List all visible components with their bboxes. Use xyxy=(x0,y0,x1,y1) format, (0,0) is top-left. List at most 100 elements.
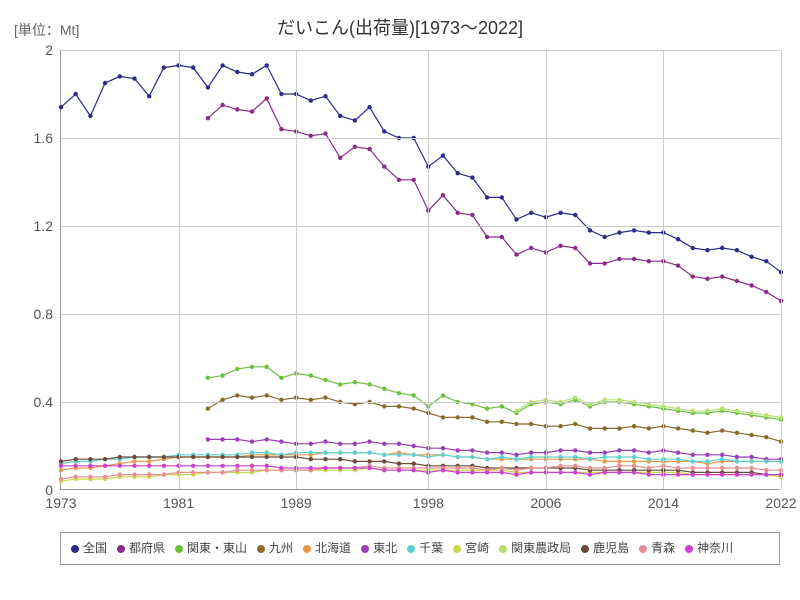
series-marker xyxy=(764,468,768,472)
series-marker xyxy=(59,468,63,472)
legend-marker-icon xyxy=(257,545,265,553)
series-marker xyxy=(500,470,504,474)
series-marker xyxy=(470,213,474,217)
series-marker xyxy=(382,129,386,133)
grid-line-vertical xyxy=(781,50,782,489)
series-marker xyxy=(250,365,254,369)
series-marker xyxy=(632,464,636,468)
series-marker xyxy=(647,457,651,461)
series-marker xyxy=(441,193,445,197)
series-marker xyxy=(691,472,695,476)
series-marker xyxy=(118,464,122,468)
series-marker xyxy=(309,442,313,446)
x-tick-label: 1981 xyxy=(163,495,194,511)
series-marker xyxy=(397,391,401,395)
legend-item: 鹿児島 xyxy=(581,539,629,558)
series-marker xyxy=(397,404,401,408)
series-marker xyxy=(412,444,416,448)
series-line xyxy=(61,65,781,272)
series-marker xyxy=(191,455,195,459)
series-marker xyxy=(691,453,695,457)
series-marker xyxy=(529,422,533,426)
series-marker xyxy=(735,472,739,476)
series-marker xyxy=(338,457,342,461)
series-marker xyxy=(235,437,239,441)
series-marker xyxy=(485,450,489,454)
plot-area: 197319811989199820062014202200.40.81.21.… xyxy=(60,50,780,490)
series-marker xyxy=(147,459,151,463)
series-marker xyxy=(367,105,371,109)
series-marker xyxy=(676,450,680,454)
series-marker xyxy=(573,213,577,217)
series-marker xyxy=(558,470,562,474)
series-marker xyxy=(691,274,695,278)
legend-item: 神奈川 xyxy=(685,539,733,558)
series-marker xyxy=(603,426,607,430)
legend-marker-icon xyxy=(361,545,369,553)
legend-marker-icon xyxy=(117,545,125,553)
series-marker xyxy=(309,466,313,470)
series-marker xyxy=(691,459,695,463)
series-marker xyxy=(162,455,166,459)
series-marker xyxy=(103,475,107,479)
series-marker xyxy=(735,431,739,435)
series-marker xyxy=(456,448,460,452)
series-marker xyxy=(764,290,768,294)
legend-marker-icon xyxy=(303,545,311,553)
series-marker xyxy=(588,457,592,461)
series-marker xyxy=(720,274,724,278)
series-marker xyxy=(529,466,533,470)
x-tick-label: 2022 xyxy=(765,495,796,511)
series-marker xyxy=(720,466,724,470)
series-marker xyxy=(88,457,92,461)
series-marker xyxy=(691,466,695,470)
series-marker xyxy=(220,373,224,377)
series-marker xyxy=(514,409,518,413)
series-marker xyxy=(353,145,357,149)
series-marker xyxy=(456,470,460,474)
series-marker xyxy=(235,464,239,468)
legend-item: 青森 xyxy=(639,539,675,558)
series-marker xyxy=(588,472,592,476)
series-marker xyxy=(676,406,680,410)
y-tick-label: 1.6 xyxy=(34,130,53,146)
series-marker xyxy=(603,455,607,459)
legend: 全国都府県関東・東山九州北海道東北千葉宮崎関東農政局鹿児島青森神奈川 xyxy=(60,532,780,565)
series-marker xyxy=(412,406,416,410)
series-marker xyxy=(162,472,166,476)
series-marker xyxy=(603,235,607,239)
grid-line-vertical xyxy=(663,50,664,489)
series-marker xyxy=(514,422,518,426)
series-marker xyxy=(705,466,709,470)
series-marker xyxy=(617,426,621,430)
series-marker xyxy=(265,450,269,454)
series-marker xyxy=(573,246,577,250)
series-marker xyxy=(529,246,533,250)
series-marker xyxy=(206,470,210,474)
series-marker xyxy=(367,459,371,463)
series-marker xyxy=(632,455,636,459)
series-marker xyxy=(558,448,562,452)
series-marker xyxy=(323,457,327,461)
series-marker xyxy=(500,466,504,470)
series-marker xyxy=(132,472,136,476)
series-marker xyxy=(323,450,327,454)
series-marker xyxy=(397,442,401,446)
series-marker xyxy=(720,472,724,476)
grid-line-vertical xyxy=(546,50,547,489)
series-marker xyxy=(220,103,224,107)
series-marker xyxy=(338,156,342,160)
series-marker xyxy=(485,235,489,239)
series-marker xyxy=(103,81,107,85)
chart-container: [単位：Mt] だいこん(出荷量)[1973～2022] 19731981198… xyxy=(0,0,800,600)
series-marker xyxy=(59,105,63,109)
series-marker xyxy=(735,279,739,283)
series-marker xyxy=(647,472,651,476)
series-marker xyxy=(191,470,195,474)
legend-marker-icon xyxy=(499,545,507,553)
series-marker xyxy=(764,459,768,463)
series-marker xyxy=(603,450,607,454)
series-marker xyxy=(367,147,371,151)
legend-item: 千葉 xyxy=(407,539,443,558)
series-marker xyxy=(220,455,224,459)
